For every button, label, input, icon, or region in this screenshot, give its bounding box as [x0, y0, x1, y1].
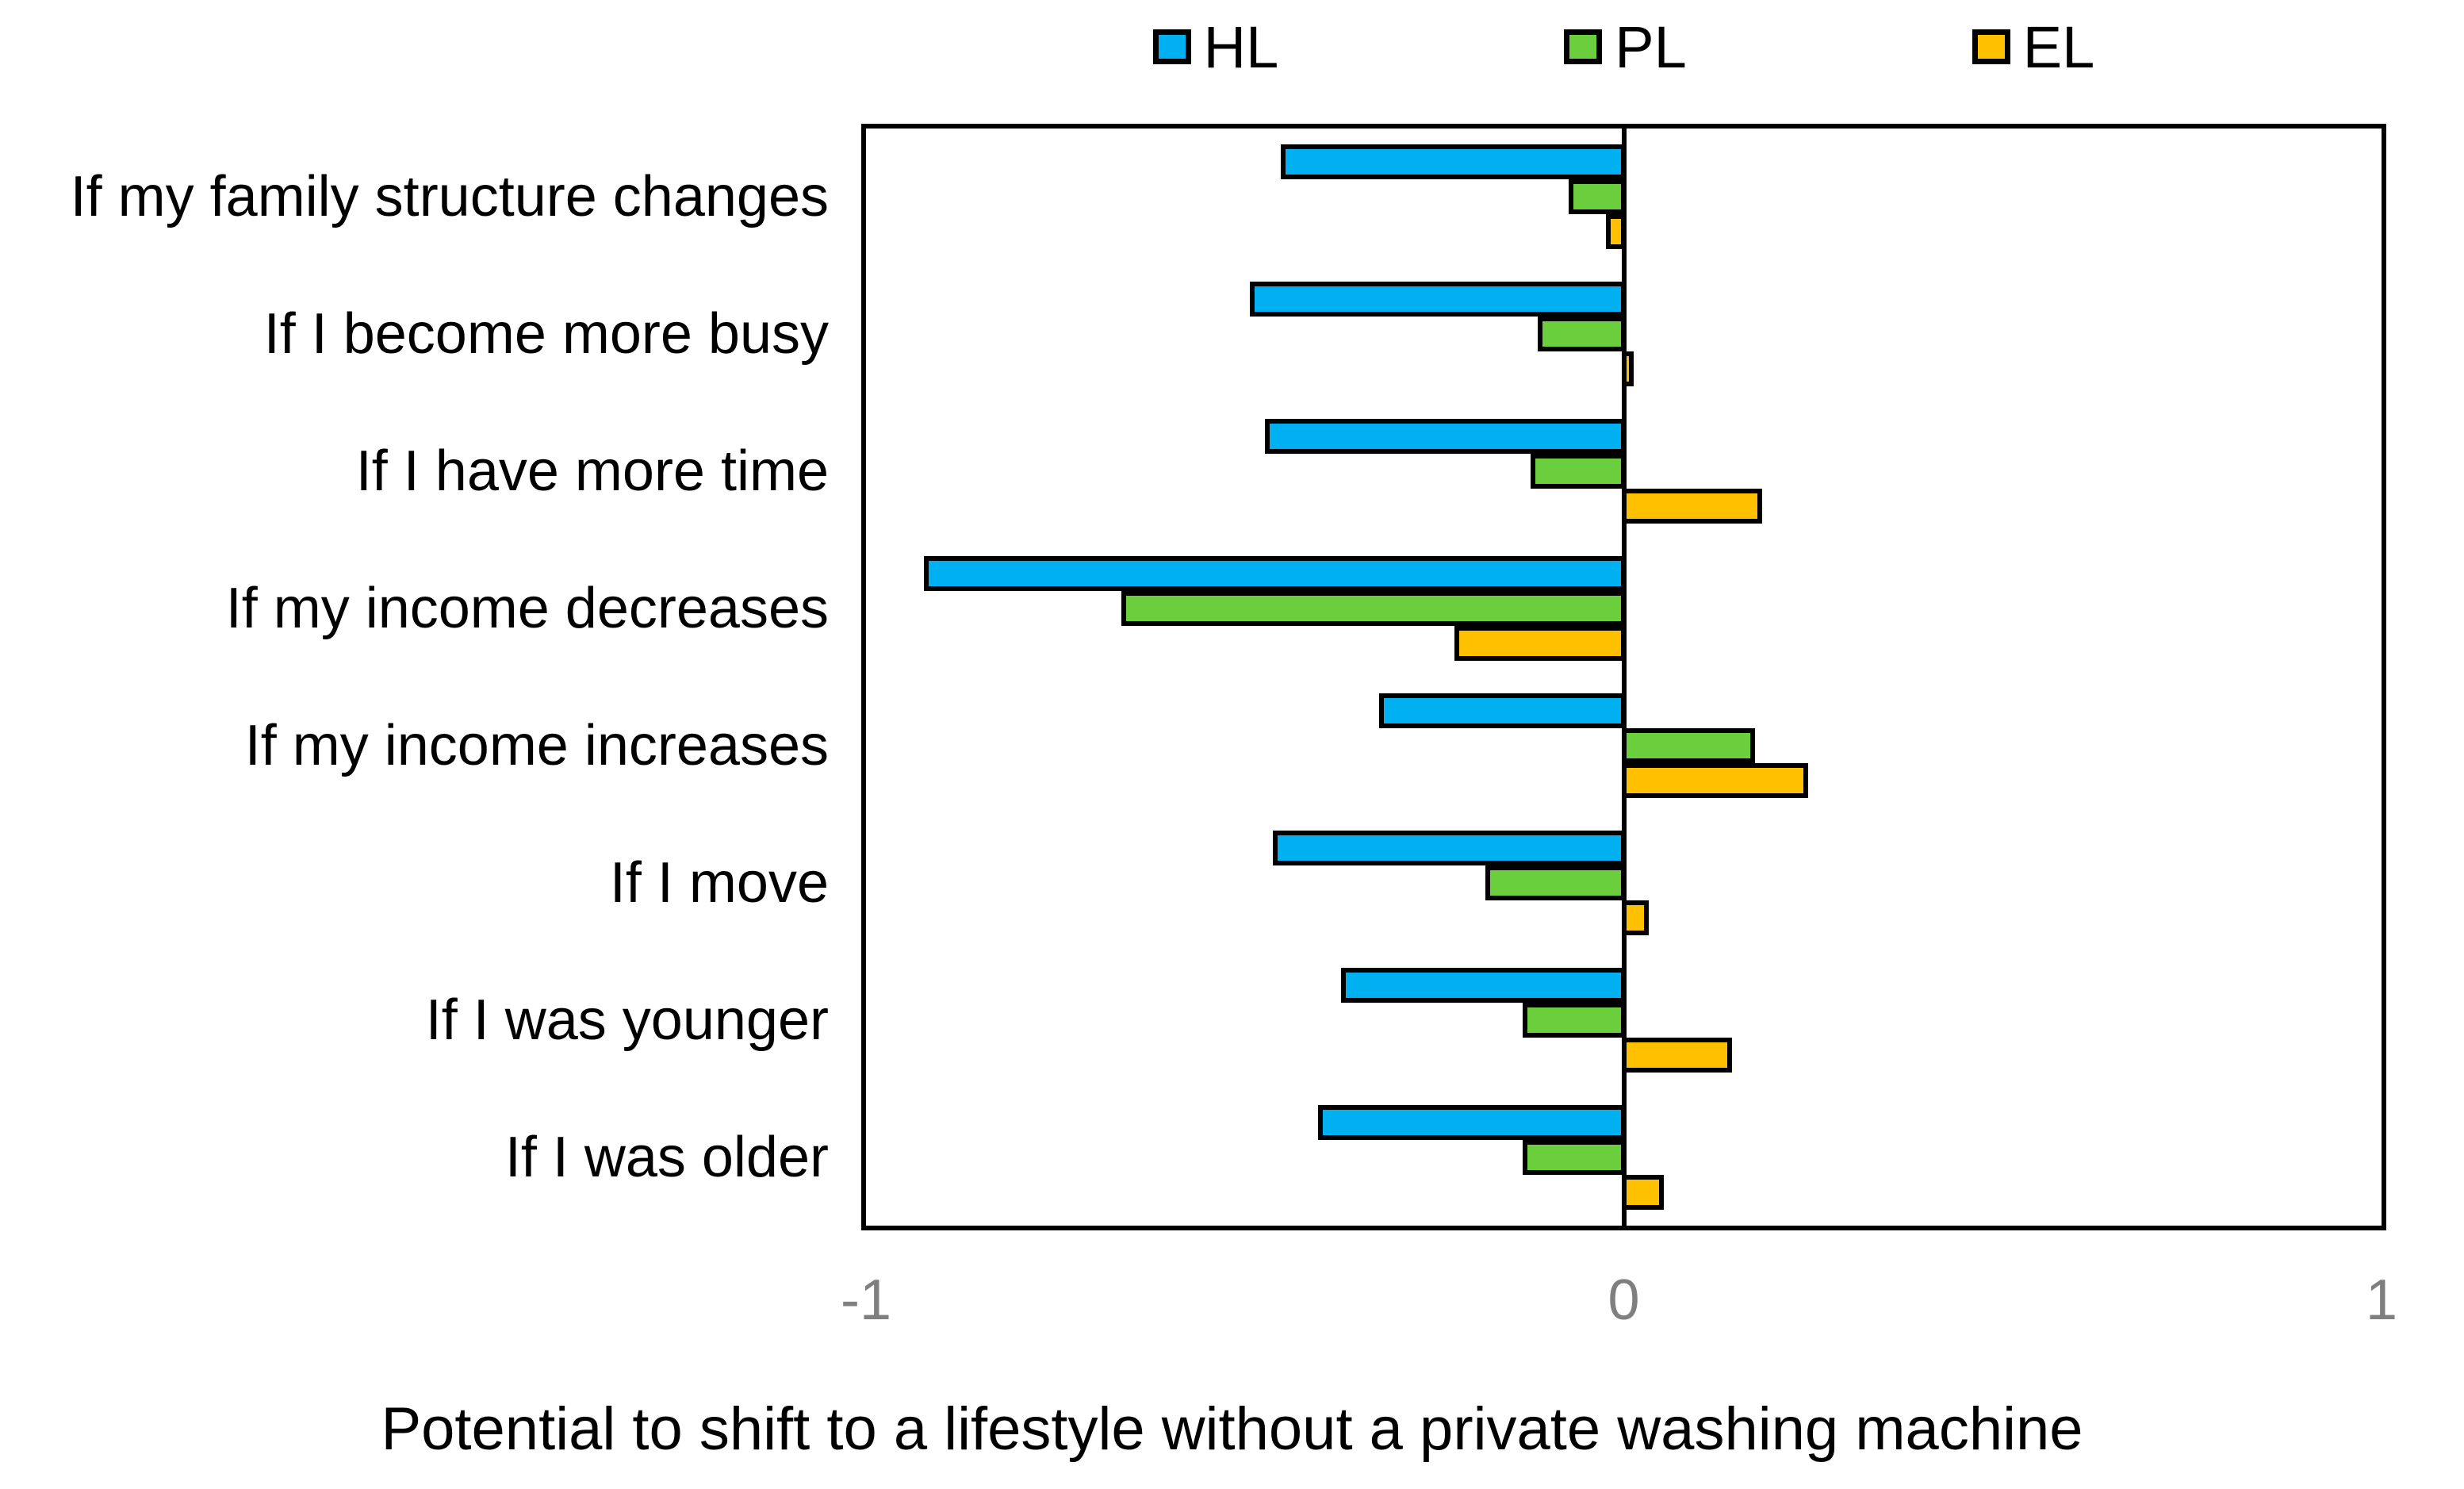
legend-swatch-icon [1972, 29, 2010, 64]
x-axis-tick-labels: -1 0 1 [841, 1268, 2397, 1339]
bar-hl-row6 [1272, 830, 1627, 865]
plot-area [861, 124, 2386, 1230]
bar-el-row1 [1606, 214, 1627, 250]
legend-label: HL [1203, 13, 1279, 80]
legend-label: EL [2022, 13, 2095, 80]
legend-item-pl: PL [1564, 13, 1687, 81]
bar-el-row4 [1454, 626, 1627, 662]
bar-pl-row7 [1523, 1002, 1627, 1038]
bar-pl-row2 [1538, 317, 1627, 352]
bar-hl-row4 [924, 556, 1627, 592]
category-label-row1: If my family structure changes [70, 165, 829, 229]
legend-item-el: EL [1972, 13, 2095, 81]
chart-legend: HL PL EL [866, 11, 2382, 83]
x-tick-0: 0 [1608, 1268, 1640, 1332]
category-label-row8: If I was older [504, 1125, 829, 1189]
category-label-row3: If I have more time [355, 439, 829, 504]
legend-item-hl: HL [1152, 13, 1279, 81]
bar-pl-row8 [1523, 1139, 1627, 1175]
legend-swatch-icon [1564, 29, 1603, 64]
legend-label: PL [1615, 13, 1687, 80]
bar-el-row8 [1621, 1174, 1665, 1210]
bar-pl-row6 [1485, 865, 1627, 900]
x-tick-1: 1 [2365, 1268, 2398, 1332]
bar-hl-row8 [1318, 1104, 1627, 1140]
bar-hl-row7 [1340, 967, 1627, 1003]
bar-hl-row3 [1265, 419, 1627, 455]
x-axis-title: Potential to shift to a lifestyle withou… [381, 1395, 2083, 1463]
category-label-row6: If I move [609, 850, 829, 915]
bar-hl-row5 [1378, 693, 1627, 728]
bar-pl-row4 [1121, 591, 1627, 627]
bar-pl-row5 [1621, 727, 1755, 763]
category-label-row7: If I was younger [425, 988, 829, 1052]
legend-swatch-icon [1152, 29, 1191, 64]
category-label-row2: If I become more busy [263, 302, 829, 366]
bar-el-row5 [1621, 762, 1808, 798]
bar-pl-row3 [1530, 454, 1627, 489]
zero-axis-line [1621, 129, 1627, 1226]
bar-hl-row1 [1280, 144, 1627, 180]
bar-el-row3 [1621, 489, 1763, 524]
category-label-row5: If my income increases [244, 713, 829, 777]
bar-hl-row2 [1250, 282, 1627, 317]
bar-el-row7 [1621, 1037, 1733, 1073]
x-tick--1: -1 [840, 1268, 892, 1332]
bar-pl-row1 [1568, 179, 1627, 215]
category-label-row4: If my income decreases [225, 577, 829, 641]
bar-el-row6 [1621, 900, 1650, 935]
bar-el-row2 [1621, 351, 1634, 387]
